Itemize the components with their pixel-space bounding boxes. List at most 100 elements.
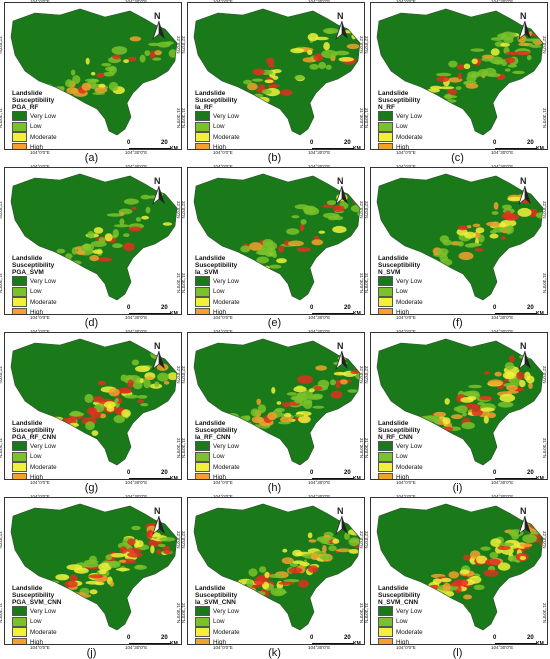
susceptibility-patch xyxy=(519,543,533,548)
susceptibility-patch xyxy=(127,379,135,388)
susceptibility-patch xyxy=(87,231,95,239)
susceptibility-patch xyxy=(256,398,261,405)
susceptibility-patch xyxy=(126,548,142,553)
north-label: N xyxy=(154,341,161,351)
susceptibility-patch xyxy=(321,49,338,59)
legend-label: High xyxy=(213,639,226,645)
legend-title: Landslide Susceptibility xyxy=(378,255,421,269)
legend-swatch xyxy=(12,286,27,297)
legend-item: Very Low xyxy=(12,441,82,452)
susceptibility-patch xyxy=(291,215,300,219)
susceptibility-patch xyxy=(85,57,90,65)
map-panel: N Landslide Susceptibility PGA_SVM_CNN Very… xyxy=(0,494,183,659)
coord-right-top: 32°0'0"N xyxy=(542,201,547,219)
coord-right-top: 32°0'0"N xyxy=(542,531,547,549)
legend-swatch xyxy=(12,297,27,308)
susceptibility-patch xyxy=(167,372,177,381)
coord-bottom-right: 104°30'0"E xyxy=(491,315,514,320)
susceptibility-patch xyxy=(88,574,104,579)
susceptibility-map xyxy=(376,173,544,301)
map-panel: N Landslide Susceptibility PGA_RF Very Low L… xyxy=(0,0,183,164)
north-arrow-icon: N xyxy=(517,506,533,536)
susceptibility-patch xyxy=(311,239,324,246)
susceptibility-patch xyxy=(506,384,518,391)
susceptibility-patch xyxy=(335,548,352,553)
coord-left-top: 32°0'0"N xyxy=(364,36,369,54)
legend-label: High xyxy=(396,309,409,315)
susceptibility-patch xyxy=(268,574,284,578)
susceptibility-patch xyxy=(516,371,525,380)
susceptibility-patch xyxy=(131,359,140,366)
map-frame: N Landslide Susceptibility PGA_RF Very Low L… xyxy=(4,2,182,150)
susceptibility-patch xyxy=(500,42,510,47)
coord-top-left: 104°0'0"E xyxy=(30,494,50,499)
susceptibility-patch xyxy=(156,363,169,371)
susceptibility-patch xyxy=(491,211,499,215)
scale-max: 20 xyxy=(161,470,168,476)
legend-swatch xyxy=(195,111,210,122)
legend-label: Very Low xyxy=(30,607,56,615)
legend-item: Very Low xyxy=(378,606,448,617)
legend-label: Low xyxy=(30,123,42,131)
susceptibility-patch xyxy=(485,558,501,566)
susceptibility-patch xyxy=(257,84,265,89)
susceptibility-patch xyxy=(70,69,76,76)
susceptibility-patch xyxy=(287,240,304,247)
legend-label: High xyxy=(30,144,43,150)
susceptibility-patch xyxy=(89,255,99,262)
susceptibility-patch xyxy=(159,537,176,542)
legend-swatch xyxy=(378,286,393,297)
susceptibility-patch xyxy=(116,567,130,572)
scale-max: 20 xyxy=(527,470,534,476)
legend-item: Low xyxy=(378,121,448,133)
legend-label: High xyxy=(396,639,409,645)
susceptibility-patch xyxy=(121,409,131,418)
susceptibility-patch xyxy=(112,243,123,249)
legend-label: Moderate xyxy=(30,463,57,471)
susceptibility-patch xyxy=(240,245,251,253)
legend-label: Very Low xyxy=(213,607,239,615)
north-label: N xyxy=(154,506,161,516)
legend-swatch xyxy=(195,441,210,452)
susceptibility-patch xyxy=(276,258,287,264)
susceptibility-patch xyxy=(297,375,313,384)
susceptibility-patch xyxy=(470,48,485,52)
susceptibility-patch xyxy=(307,33,319,42)
susceptibility-patch xyxy=(493,226,506,233)
susceptibility-patch xyxy=(330,390,343,399)
susceptibility-patch xyxy=(309,63,319,70)
legend-swatch xyxy=(378,606,393,617)
susceptibility-patch xyxy=(504,210,512,219)
susceptibility-patch xyxy=(463,63,471,70)
coord-top-right: 104°30'0"E xyxy=(491,494,514,499)
map-panel: N Landslide Susceptibility Ia_RF Very Low Lo… xyxy=(181,0,366,164)
susceptibility-patch xyxy=(531,516,543,526)
panel-label: (i) xyxy=(452,482,463,494)
legend-label: Low xyxy=(396,618,408,626)
map-panel: N Landslide Susceptibility Ia_SVM_CNN Very … xyxy=(181,494,366,659)
susceptibility-patch xyxy=(471,58,478,65)
scale-bar-graphic xyxy=(312,313,354,314)
legend: Landslide Susceptibility PGA_SVM Very Low L… xyxy=(12,255,82,314)
susceptibility-patch xyxy=(457,72,462,80)
susceptibility-patch xyxy=(464,231,476,239)
susceptibility-patch xyxy=(444,93,453,100)
scale-bar-graphic xyxy=(495,478,537,479)
susceptibility-patch xyxy=(330,379,336,386)
susceptibility-map xyxy=(193,8,361,136)
legend-swatch xyxy=(195,606,210,617)
coord-left-bottom: 31°30'0"N xyxy=(364,603,369,624)
susceptibility-patch xyxy=(140,194,151,200)
legend-item: High xyxy=(12,307,82,314)
susceptibility-patch xyxy=(91,72,96,76)
susceptibility-patch xyxy=(477,69,489,77)
susceptibility-patch xyxy=(332,205,345,213)
legend-item: Moderate xyxy=(195,462,265,473)
north-arrow-icon: N xyxy=(151,176,167,206)
susceptibility-patch xyxy=(505,57,516,64)
susceptibility-patch xyxy=(108,388,120,397)
susceptibility-patch xyxy=(453,406,461,412)
susceptibility-patch xyxy=(105,554,113,561)
map-frame: N Landslide Susceptibility N_RF_CNN Very Lo… xyxy=(370,332,548,480)
susceptibility-patch xyxy=(500,236,506,240)
